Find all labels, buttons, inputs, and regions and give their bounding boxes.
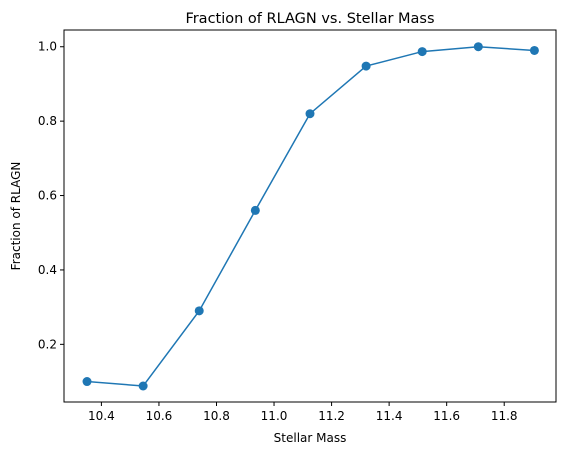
chart-title: Fraction of RLAGN vs. Stellar Mass (185, 11, 434, 27)
plot-frame (63, 29, 557, 403)
data-point (417, 47, 427, 57)
x-tick-label: 10.6 (146, 409, 173, 423)
series-line (86, 45, 535, 387)
y-tick-label: 0.8 (38, 114, 57, 128)
data-point (529, 45, 539, 55)
x-tick-label: 11.4 (376, 409, 403, 423)
y-tick-label: 1.0 (38, 40, 57, 54)
x-axis: 10.4 10.6 10.8 11.0 11.2 11.4 11.6 11.8 (88, 402, 518, 423)
y-axis-label: Fraction of RLAGN (9, 162, 23, 271)
x-tick-label: 11.2 (318, 409, 345, 423)
series-layer (82, 42, 539, 391)
data-point (194, 306, 204, 316)
x-tick-label: 10.8 (203, 409, 230, 423)
y-axis: 0.2 0.4 0.6 0.8 1.0 (38, 40, 64, 351)
plot-area: 10.4 10.6 10.8 11.0 11.2 11.4 11.6 11.8 0.20.40… (38, 29, 557, 423)
y-tick-label: 0.2 (38, 337, 57, 351)
x-tick-label: 10.4 (88, 409, 115, 423)
data-point (305, 109, 315, 119)
x-tick-label: 11.6 (433, 409, 460, 423)
data-point (361, 61, 371, 71)
x-tick-label: 11.8 (491, 409, 518, 423)
data-point (138, 381, 148, 391)
x-axis-label: Stellar Mass (274, 431, 347, 445)
y-tick-label: 0.6 (38, 189, 57, 203)
data-point (473, 42, 483, 52)
x-tick-label: 11.0 (261, 409, 288, 423)
data-point (82, 377, 92, 387)
y-tick-label: 0.4 (38, 263, 57, 277)
data-point (250, 205, 260, 215)
